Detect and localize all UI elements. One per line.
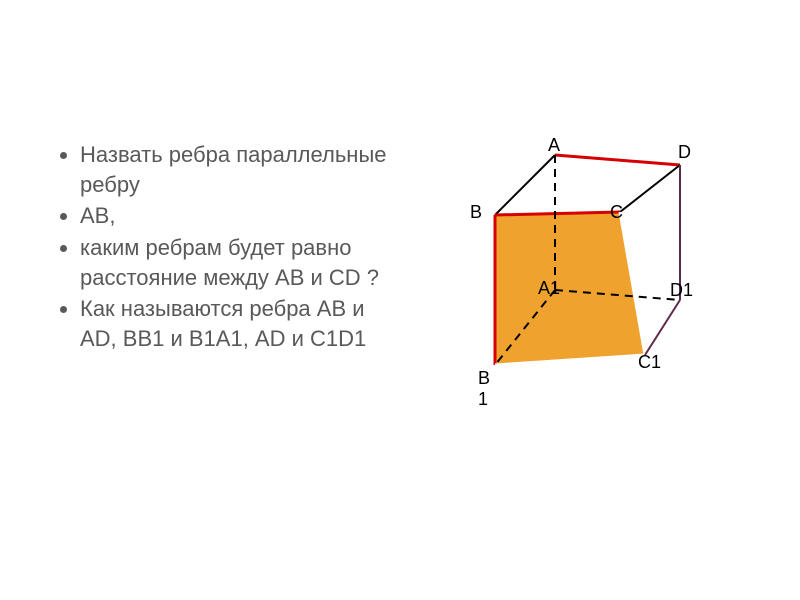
vertex-label-A: А <box>548 135 560 156</box>
vertex-label-B1: В1 <box>478 368 490 410</box>
cube-diagram: А D В С А1 D1 В1 С1 <box>420 120 740 420</box>
bullet-list: Назвать ребра параллельные ребру АВ, как… <box>60 140 390 354</box>
vertex-label-B: В <box>470 202 482 223</box>
bullet-list-container: Назвать ребра параллельные ребру АВ, как… <box>60 140 390 356</box>
cube-svg <box>420 120 740 420</box>
vertex-label-D1: D1 <box>670 280 693 301</box>
vertex-label-C: С <box>610 202 623 223</box>
bullet-item-1: Назвать ребра параллельные ребру <box>80 140 390 199</box>
bullet-item-2: АВ, <box>80 201 390 231</box>
vertex-label-D: D <box>678 142 691 163</box>
slide: Назвать ребра параллельные ребру АВ, как… <box>0 0 800 600</box>
edge-A-B <box>495 155 555 215</box>
bullet-item-3: каким ребрам будет равно расстояние межд… <box>80 233 390 292</box>
bullet-item-4: Как называются ребра АВ и АD, ВВ1 и В1А1… <box>80 294 390 353</box>
vertex-label-A1: А1 <box>538 278 560 299</box>
edge-A-D <box>555 155 680 165</box>
vertex-label-C1: С1 <box>638 352 661 373</box>
